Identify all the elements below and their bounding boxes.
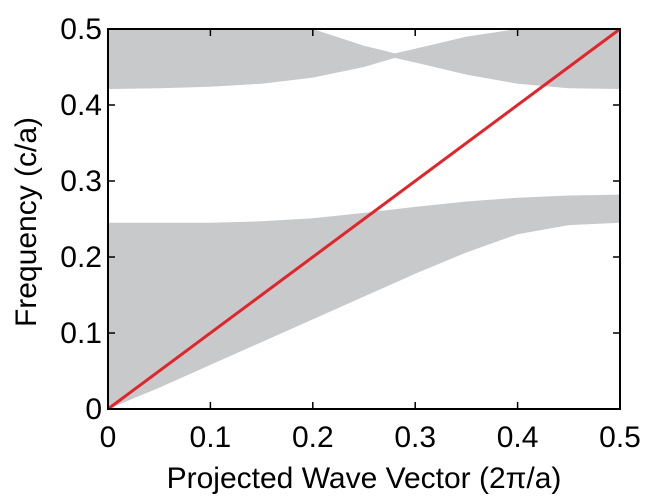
x-tick-label: 0.1: [190, 421, 232, 454]
y-axis-label: Frequency (c/a): [10, 117, 43, 327]
x-axis-label: Projected Wave Vector (2π/a): [167, 462, 562, 495]
light-line-layer: [107, 27, 621, 411]
x-tick-label: 0.3: [394, 421, 436, 454]
y-tick-label: 0.1: [60, 317, 102, 350]
ticks-layer: 0 0.1 0.2 0.3 0.4 0.5 0 0.1 0.2 0.3 0.4 0.5: [60, 13, 641, 454]
bands-layer: [108, 29, 620, 409]
y-tick-label: 0.4: [60, 89, 102, 122]
light-line: [107, 27, 621, 411]
y-tick-label: 0.5: [60, 13, 102, 46]
x-tick-label: 0: [100, 421, 117, 454]
y-tick-label: 0: [85, 393, 102, 426]
x-tick-label: 0.5: [599, 421, 641, 454]
y-tick-label: 0.2: [60, 241, 102, 274]
x-tick-label: 0.4: [497, 421, 539, 454]
band-region-2: [108, 29, 620, 90]
y-tick-label: 0.3: [60, 165, 102, 198]
band-region-1: [108, 194, 620, 409]
x-tick-label: 0.2: [292, 421, 334, 454]
axes-layer: [107, 28, 621, 410]
plot-frame: [107, 28, 621, 410]
